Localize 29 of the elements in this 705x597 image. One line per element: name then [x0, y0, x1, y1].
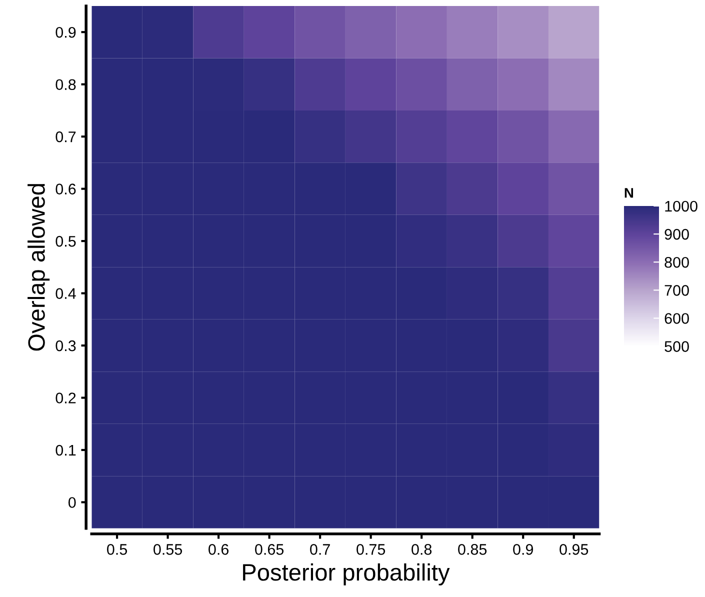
x-tick-label: 0.8 [412, 544, 432, 555]
x-tick-label: 0.85 [458, 544, 487, 555]
x-tick-label: 0.7 [310, 544, 330, 555]
y-tick-label: 0.1 [56, 444, 76, 456]
color-bar-label: 500 [664, 341, 689, 352]
y-tick-label: 0.2 [56, 392, 76, 404]
x-axis-title: Posterior probability [243, 563, 450, 586]
x-tick-label: 0.6 [208, 544, 228, 555]
y-tick-label: 0.4 [56, 288, 76, 299]
color-bar-label: 600 [664, 313, 689, 324]
y-tick-label: 0.9 [56, 26, 76, 38]
y-tick-label: 0.7 [56, 131, 76, 142]
y-axis-title: Overlap allowed [28, 184, 50, 351]
y-tick-label: 0.5 [56, 236, 76, 247]
x-tick-label: 0.5 [107, 544, 128, 555]
x-tick-label: 0.75 [356, 544, 386, 555]
x-tick-label: 0.95 [560, 544, 588, 555]
y-tick-label: 0.8 [56, 79, 76, 90]
y-tick-label: 0.6 [56, 184, 76, 194]
color-bar-label: 900 [664, 228, 689, 240]
x-tick-label: 0.55 [154, 544, 182, 555]
x-tick-label: 0.9 [513, 544, 534, 555]
x-tick-label: 0.65 [255, 544, 284, 555]
color-bar-label: 800 [664, 256, 689, 268]
color-bar-label: 1000 [665, 200, 698, 212]
y-tick-label: 0 [68, 497, 76, 508]
color-bar-title: N [624, 188, 634, 198]
color-bar-label: 700 [664, 285, 689, 296]
y-tick-label: 0.3 [56, 340, 76, 352]
